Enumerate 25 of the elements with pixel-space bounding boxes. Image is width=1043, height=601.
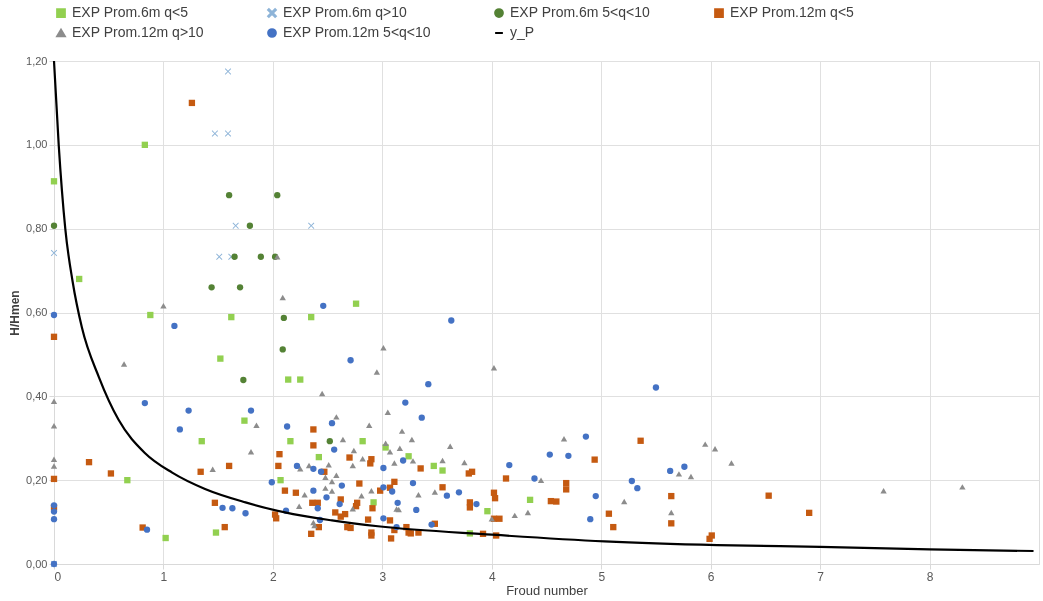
legend-label: EXP Prom.6m q<5	[72, 4, 189, 21]
legend-label: EXP Prom.12m q>10	[72, 24, 204, 40]
legend-label: EXP Prom.6m q>10	[283, 4, 408, 21]
x-axis-title: Froud number	[506, 582, 589, 598]
legend-label: EXP Prom.12m 5<q<10	[283, 24, 431, 40]
y-tick-label: 0,80	[26, 222, 48, 235]
x-tick-label: 4	[488, 569, 496, 584]
y-tick-label: 0,60	[26, 306, 48, 318]
x-tick-label: 1	[160, 569, 168, 584]
y-tick-label: 0,20	[26, 473, 48, 486]
legend-label: y_P	[510, 24, 535, 40]
x-tick-label: 0	[54, 569, 62, 584]
x-tick-label: 7	[817, 569, 825, 584]
y-axis-title: H/Hmen	[8, 290, 23, 336]
x-tick-label: 5	[598, 569, 606, 584]
legend-label: EXP Prom.6m 5<q<10	[510, 4, 651, 21]
y-tick-label: 0,00	[26, 557, 48, 570]
x-tick-label: 6	[707, 569, 715, 584]
x-tick-label: 2	[270, 569, 278, 584]
x-tick-label: 3	[379, 569, 387, 584]
y-tick-label: 1,00	[26, 138, 48, 151]
legend-label: EXP Prom.12m q<5	[730, 4, 855, 21]
y-tick-label: 0,40	[26, 389, 48, 402]
y-tick-label: 1,20	[26, 54, 48, 67]
x-tick-label: 8	[926, 569, 934, 584]
